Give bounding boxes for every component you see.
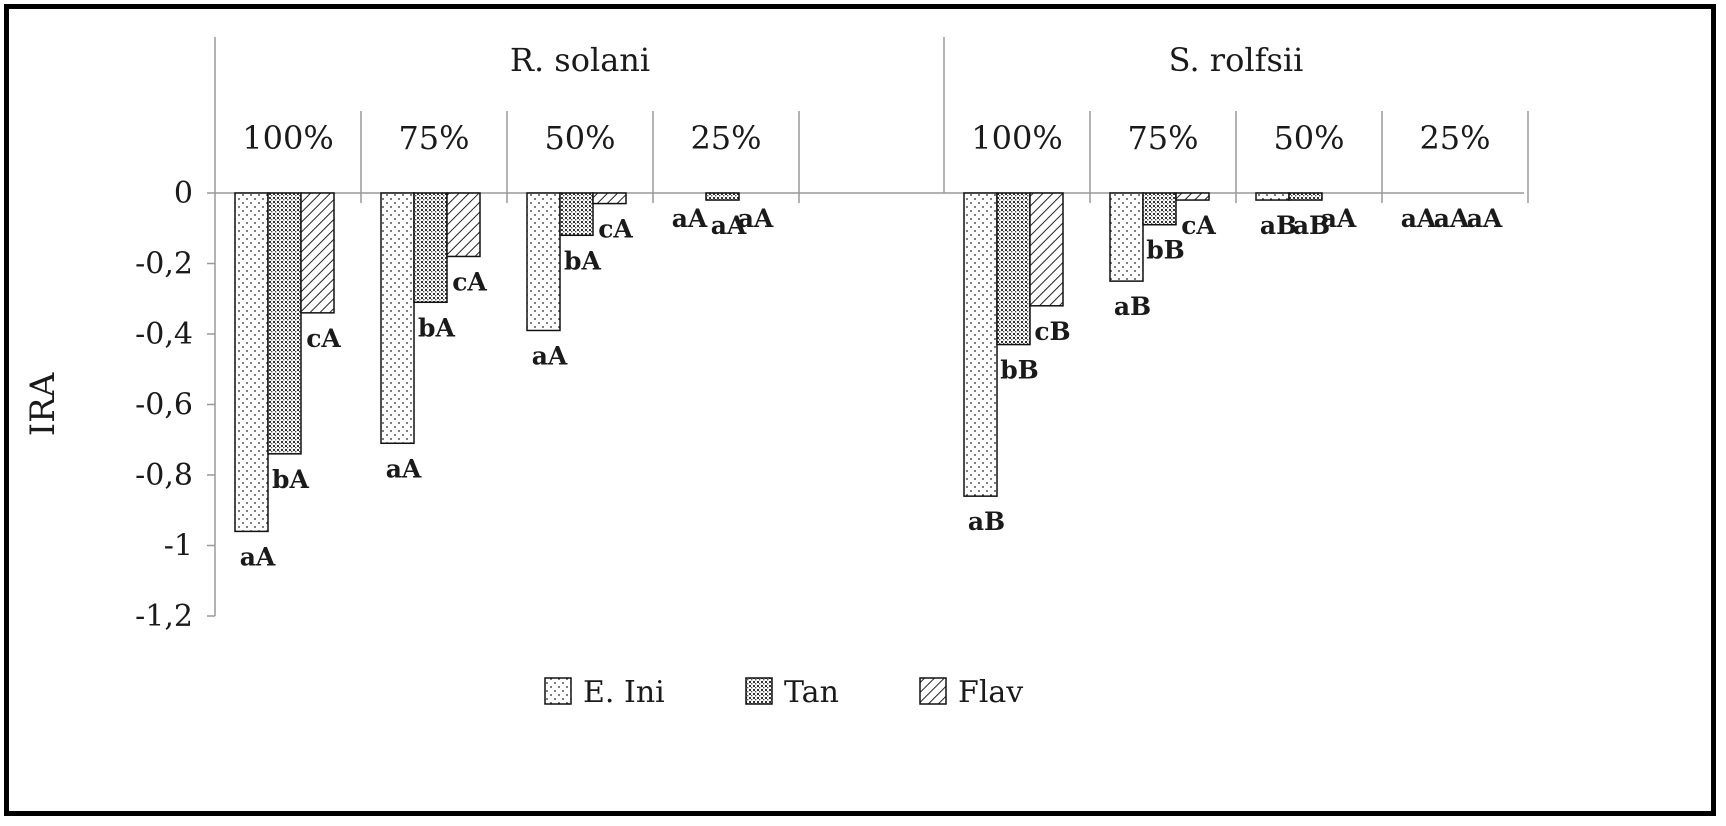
data-label: aA [386, 454, 422, 483]
category-label: 50% [1273, 119, 1344, 157]
data-label: aA [532, 341, 568, 370]
bar [446, 192, 481, 258]
data-label: cA [598, 215, 633, 244]
bar [300, 192, 335, 314]
y-tick-label: -1 [164, 529, 193, 564]
legend-swatch [544, 677, 572, 705]
data-label: aA [672, 204, 708, 233]
data-label: aB [1114, 292, 1151, 321]
bar [996, 192, 1031, 346]
data-label: bB [1000, 356, 1039, 385]
category-label: 25% [690, 119, 761, 157]
data-label: aA [1467, 204, 1503, 233]
bar [559, 192, 594, 237]
data-label: aA [1434, 204, 1470, 233]
data-label: bA [418, 313, 455, 342]
bar [234, 192, 269, 533]
category-label: 100% [971, 119, 1062, 157]
bar-chart: 0 -0,2 -0,4 -0,6 -0,8 -1 -1,2 IRA R. solani 100% a… [23, 37, 1529, 710]
y-tick-label: -0,8 [135, 458, 193, 493]
data-label: cA [452, 267, 487, 296]
data-label: bB [1146, 236, 1185, 265]
category-label: 100% [242, 119, 333, 157]
bar [1255, 192, 1290, 201]
y-axis-label: IRA [23, 372, 63, 436]
bar [413, 192, 448, 304]
y-tick-label: -0,2 [135, 247, 193, 282]
data-label: cA [1181, 211, 1216, 240]
bar [1142, 192, 1177, 226]
legend-label: Flav [958, 675, 1023, 710]
group-header: R. solani [510, 41, 650, 79]
legend-label: E. Ini [583, 675, 665, 710]
bar [267, 192, 302, 455]
bar [526, 192, 561, 332]
data-label: aB [1293, 211, 1330, 240]
category-label: 25% [1419, 119, 1490, 157]
data-label: aB [968, 507, 1005, 536]
legend-swatch [745, 677, 773, 705]
bar [1288, 192, 1323, 201]
category-label: 75% [398, 119, 469, 157]
data-label: aA [711, 211, 747, 240]
bar [592, 192, 627, 205]
data-label: aA [240, 542, 276, 571]
y-tick-label: -1,2 [135, 599, 193, 634]
data-label: aB [1260, 211, 1297, 240]
data-label: cA [306, 324, 341, 353]
category-label: 75% [1127, 119, 1198, 157]
bar [1029, 192, 1064, 307]
group-header: S. rolfsii [1169, 41, 1304, 79]
data-label: bA [272, 465, 309, 494]
bar [380, 192, 415, 445]
data-label: aA [1321, 204, 1357, 233]
data-label: aA [1401, 204, 1437, 233]
category-label: 50% [544, 119, 615, 157]
y-tick-label: 0 [174, 176, 193, 211]
data-label: aA [738, 204, 774, 233]
y-tick-label: -0,4 [135, 317, 193, 352]
y-tick-label: -0,6 [135, 388, 193, 423]
data-label: cB [1034, 317, 1070, 346]
bar [1175, 192, 1210, 201]
data-label: bA [564, 246, 601, 275]
legend-label: Tan [784, 675, 839, 710]
legend-swatch [919, 677, 947, 705]
chart-frame: 0 -0,2 -0,4 -0,6 -0,8 -1 -1,2 IRA R. solani 100% a… [4, 4, 1716, 816]
bar [705, 192, 740, 201]
bar [1109, 192, 1144, 282]
bar [963, 192, 998, 497]
